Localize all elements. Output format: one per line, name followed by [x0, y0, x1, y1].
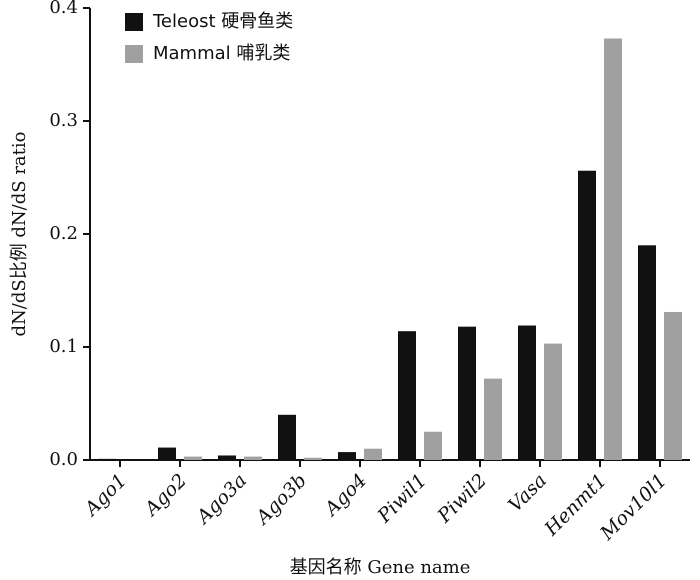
bar [604, 38, 622, 460]
x-tick-label: Piwil1 [373, 470, 431, 528]
y-tick-label: 0.2 [49, 223, 78, 244]
bar [98, 458, 116, 460]
bar [518, 325, 536, 460]
x-tick-label: Ago3b [251, 470, 312, 531]
x-tick-label: Ago3a [191, 470, 251, 530]
bar [458, 326, 476, 460]
bar [364, 448, 382, 460]
legend-swatch [125, 13, 143, 31]
x-tick-label: Ago2 [139, 470, 191, 522]
y-tick-label: 0.1 [49, 336, 78, 357]
x-axis-label: 基因名称 Gene name [290, 557, 471, 578]
bar [398, 331, 416, 460]
bar [304, 457, 322, 460]
y-tick-label: 0.3 [49, 110, 78, 131]
y-tick-label: 0.0 [49, 449, 78, 470]
x-tick-label: Ago4 [319, 470, 371, 522]
legend-label: Mammal 哺乳类 [153, 43, 290, 64]
legend-label: Teleost 硬骨鱼类 [152, 11, 293, 32]
x-tick-label: Vasa [504, 470, 551, 517]
bar [544, 343, 562, 460]
bar [338, 452, 356, 460]
bar [184, 456, 202, 460]
bar [218, 455, 236, 460]
bar [578, 170, 596, 460]
bar [638, 245, 656, 460]
bar [484, 378, 502, 460]
bar [244, 456, 262, 460]
y-axis-label: dN/dS比例 dN/dS ratio [9, 132, 30, 337]
x-tick-label: Ago1 [79, 470, 131, 522]
bar [664, 311, 682, 460]
bar [158, 447, 176, 460]
legend-swatch [125, 45, 143, 63]
bar [278, 414, 296, 460]
x-tick-label: Piwil2 [433, 470, 491, 528]
bar [424, 431, 442, 460]
y-tick-label: 0.4 [49, 0, 78, 18]
